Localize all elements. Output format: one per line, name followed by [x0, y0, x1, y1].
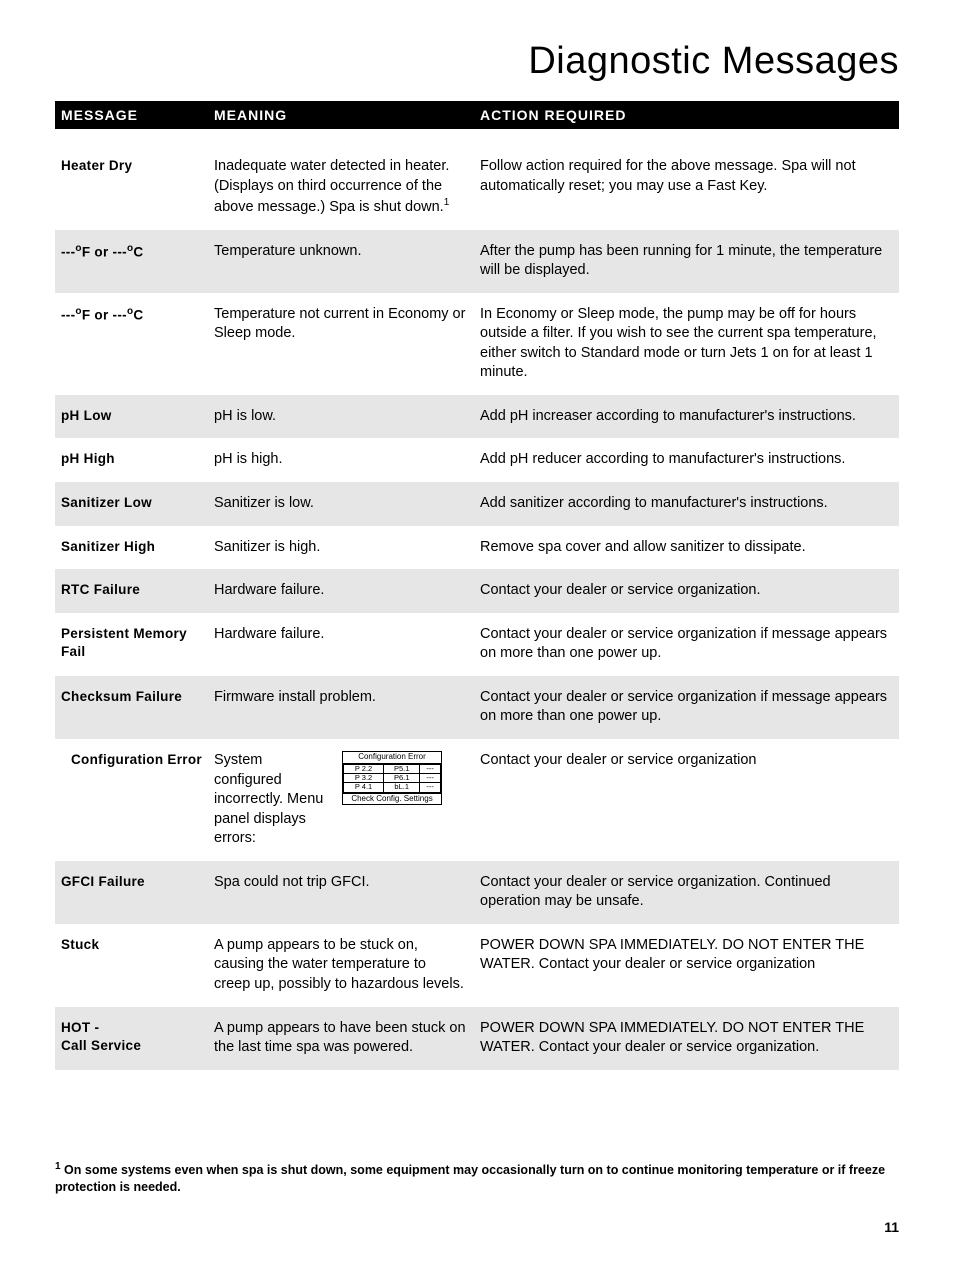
footnote: 1 On some systems even when spa is shut … — [55, 1160, 899, 1197]
cell-message: ---oF or ---oC — [55, 305, 210, 383]
cell-action: Contact your dealer or service organizat… — [476, 873, 899, 912]
cell-message: pH Low — [55, 407, 210, 427]
header-meaning: MEANING — [210, 107, 476, 123]
cell-action: Add pH increaser according to manufactur… — [476, 407, 899, 427]
cell-message: Configuration Error — [55, 751, 210, 849]
cell-meaning: Temperature unknown. — [210, 242, 476, 281]
cell-meaning: Firmware install problem. — [210, 688, 476, 727]
cell-message: GFCI Failure — [55, 873, 210, 912]
cell-meaning: Sanitizer is high. — [210, 538, 476, 558]
cell-meaning: pH is high. — [210, 450, 476, 470]
table-row: pH LowpH is low.Add pH increaser accordi… — [55, 395, 899, 439]
cell-action: POWER DOWN SPA IMMEDIATELY. DO NOT ENTER… — [476, 1019, 899, 1058]
page-title: Diagnostic Messages — [55, 40, 899, 83]
cell-action: In Economy or Sleep mode, the pump may b… — [476, 305, 899, 383]
cell-meaning: Inadequate water detected in heater. (Di… — [210, 157, 476, 218]
cell-action: Contact your dealer or service organizat… — [476, 625, 899, 664]
cell-meaning: Temperature not current in Economy or Sl… — [210, 305, 476, 383]
table-row: ---oF or ---oCTemperature unknown.After … — [55, 230, 899, 293]
cell-message: Stuck — [55, 936, 210, 995]
cell-action: After the pump has been running for 1 mi… — [476, 242, 899, 281]
cell-meaning: Sanitizer is low. — [210, 494, 476, 514]
cell-action: Contact your dealer or service organizat… — [476, 751, 899, 849]
cell-message: RTC Failure — [55, 581, 210, 601]
cell-action: Remove spa cover and allow sanitizer to … — [476, 538, 899, 558]
cell-meaning: Spa could not trip GFCI. — [210, 873, 476, 912]
cell-action: Contact your dealer or service organizat… — [476, 581, 899, 601]
cell-action: Add sanitizer according to manufacturer'… — [476, 494, 899, 514]
cell-meaning: pH is low. — [210, 407, 476, 427]
table-row: pH HighpH is high.Add pH reducer accordi… — [55, 438, 899, 482]
table-row: Configuration ErrorSystem configured inc… — [55, 739, 899, 861]
table-row: Sanitizer HighSanitizer is high.Remove s… — [55, 526, 899, 570]
cell-meaning: A pump appears to have been stuck on the… — [210, 1019, 476, 1058]
cell-meaning: Hardware failure. — [210, 625, 476, 664]
table-row: Checksum FailureFirmware install problem… — [55, 676, 899, 739]
cell-message: pH High — [55, 450, 210, 470]
table-row: Persistent Memory FailHardware failure.C… — [55, 613, 899, 676]
cell-message: Sanitizer Low — [55, 494, 210, 514]
cell-action: Follow action required for the above mes… — [476, 157, 899, 218]
table-row: HOT -Call ServiceA pump appears to have … — [55, 1007, 899, 1070]
table-row: RTC FailureHardware failure.Contact your… — [55, 569, 899, 613]
header-message: MESSAGE — [55, 107, 210, 123]
page-number: 11 — [55, 1219, 899, 1235]
table-row: StuckA pump appears to be stuck on, caus… — [55, 924, 899, 1007]
table-body: Heater DryInadequate water detected in h… — [55, 129, 899, 1070]
header-action: ACTION REQUIRED — [476, 107, 899, 123]
cell-message: Heater Dry — [55, 157, 210, 218]
cell-message: Persistent Memory Fail — [55, 625, 210, 664]
table-row: Sanitizer LowSanitizer is low.Add saniti… — [55, 482, 899, 526]
cell-message: HOT -Call Service — [55, 1019, 210, 1058]
cell-action: Add pH reducer according to manufacturer… — [476, 450, 899, 470]
cell-message: Checksum Failure — [55, 688, 210, 727]
cell-meaning: System configured incorrectly. Menu pane… — [210, 751, 476, 849]
table-header: MESSAGE MEANING ACTION REQUIRED — [55, 101, 899, 129]
cell-message: ---oF or ---oC — [55, 242, 210, 281]
table-row: GFCI FailureSpa could not trip GFCI.Cont… — [55, 861, 899, 924]
cell-meaning: Hardware failure. — [210, 581, 476, 601]
cell-action: POWER DOWN SPA IMMEDIATELY. DO NOT ENTER… — [476, 936, 899, 995]
cell-action: Contact your dealer or service organizat… — [476, 688, 899, 727]
config-error-panel: Configuration ErrorP 2.2P5.1---P 3.2P6.1… — [342, 751, 442, 805]
cell-meaning: A pump appears to be stuck on, causing t… — [210, 936, 476, 995]
table-row: Heater DryInadequate water detected in h… — [55, 129, 899, 230]
table-row: ---oF or ---oCTemperature not current in… — [55, 293, 899, 395]
cell-message: Sanitizer High — [55, 538, 210, 558]
